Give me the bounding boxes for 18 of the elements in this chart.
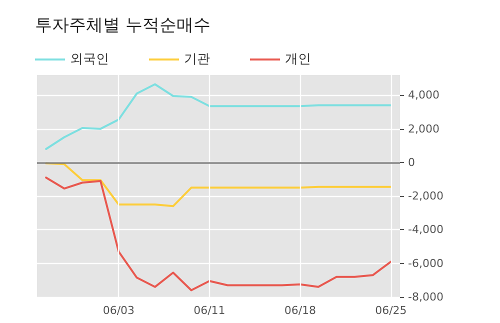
- x-tick-label: 06/25: [375, 304, 407, 317]
- y-tick-label: -4,000: [408, 223, 444, 236]
- legend-label: 외국인: [70, 52, 109, 67]
- x-tick-label: 06/11: [194, 304, 226, 317]
- line-series: [45, 162, 392, 208]
- y-tick-label: -8,000: [408, 290, 444, 304]
- legend-label: 기관: [184, 52, 210, 67]
- line-series: [45, 176, 392, 292]
- legend-label: 개인: [285, 52, 311, 67]
- y-tick-label: 4,000: [408, 88, 440, 102]
- y-tick-label: 2,000: [408, 122, 440, 136]
- chart-title: 투자주체별 누적순매수: [35, 16, 210, 36]
- y-tick-label: 0: [408, 156, 415, 169]
- x-tick-label: 06/03: [102, 304, 135, 317]
- line-series: [45, 83, 392, 150]
- x-tick-label: 06/18: [284, 304, 316, 317]
- y-tick-label: -2,000: [408, 190, 444, 203]
- y-tick-label: -6,000: [408, 256, 444, 270]
